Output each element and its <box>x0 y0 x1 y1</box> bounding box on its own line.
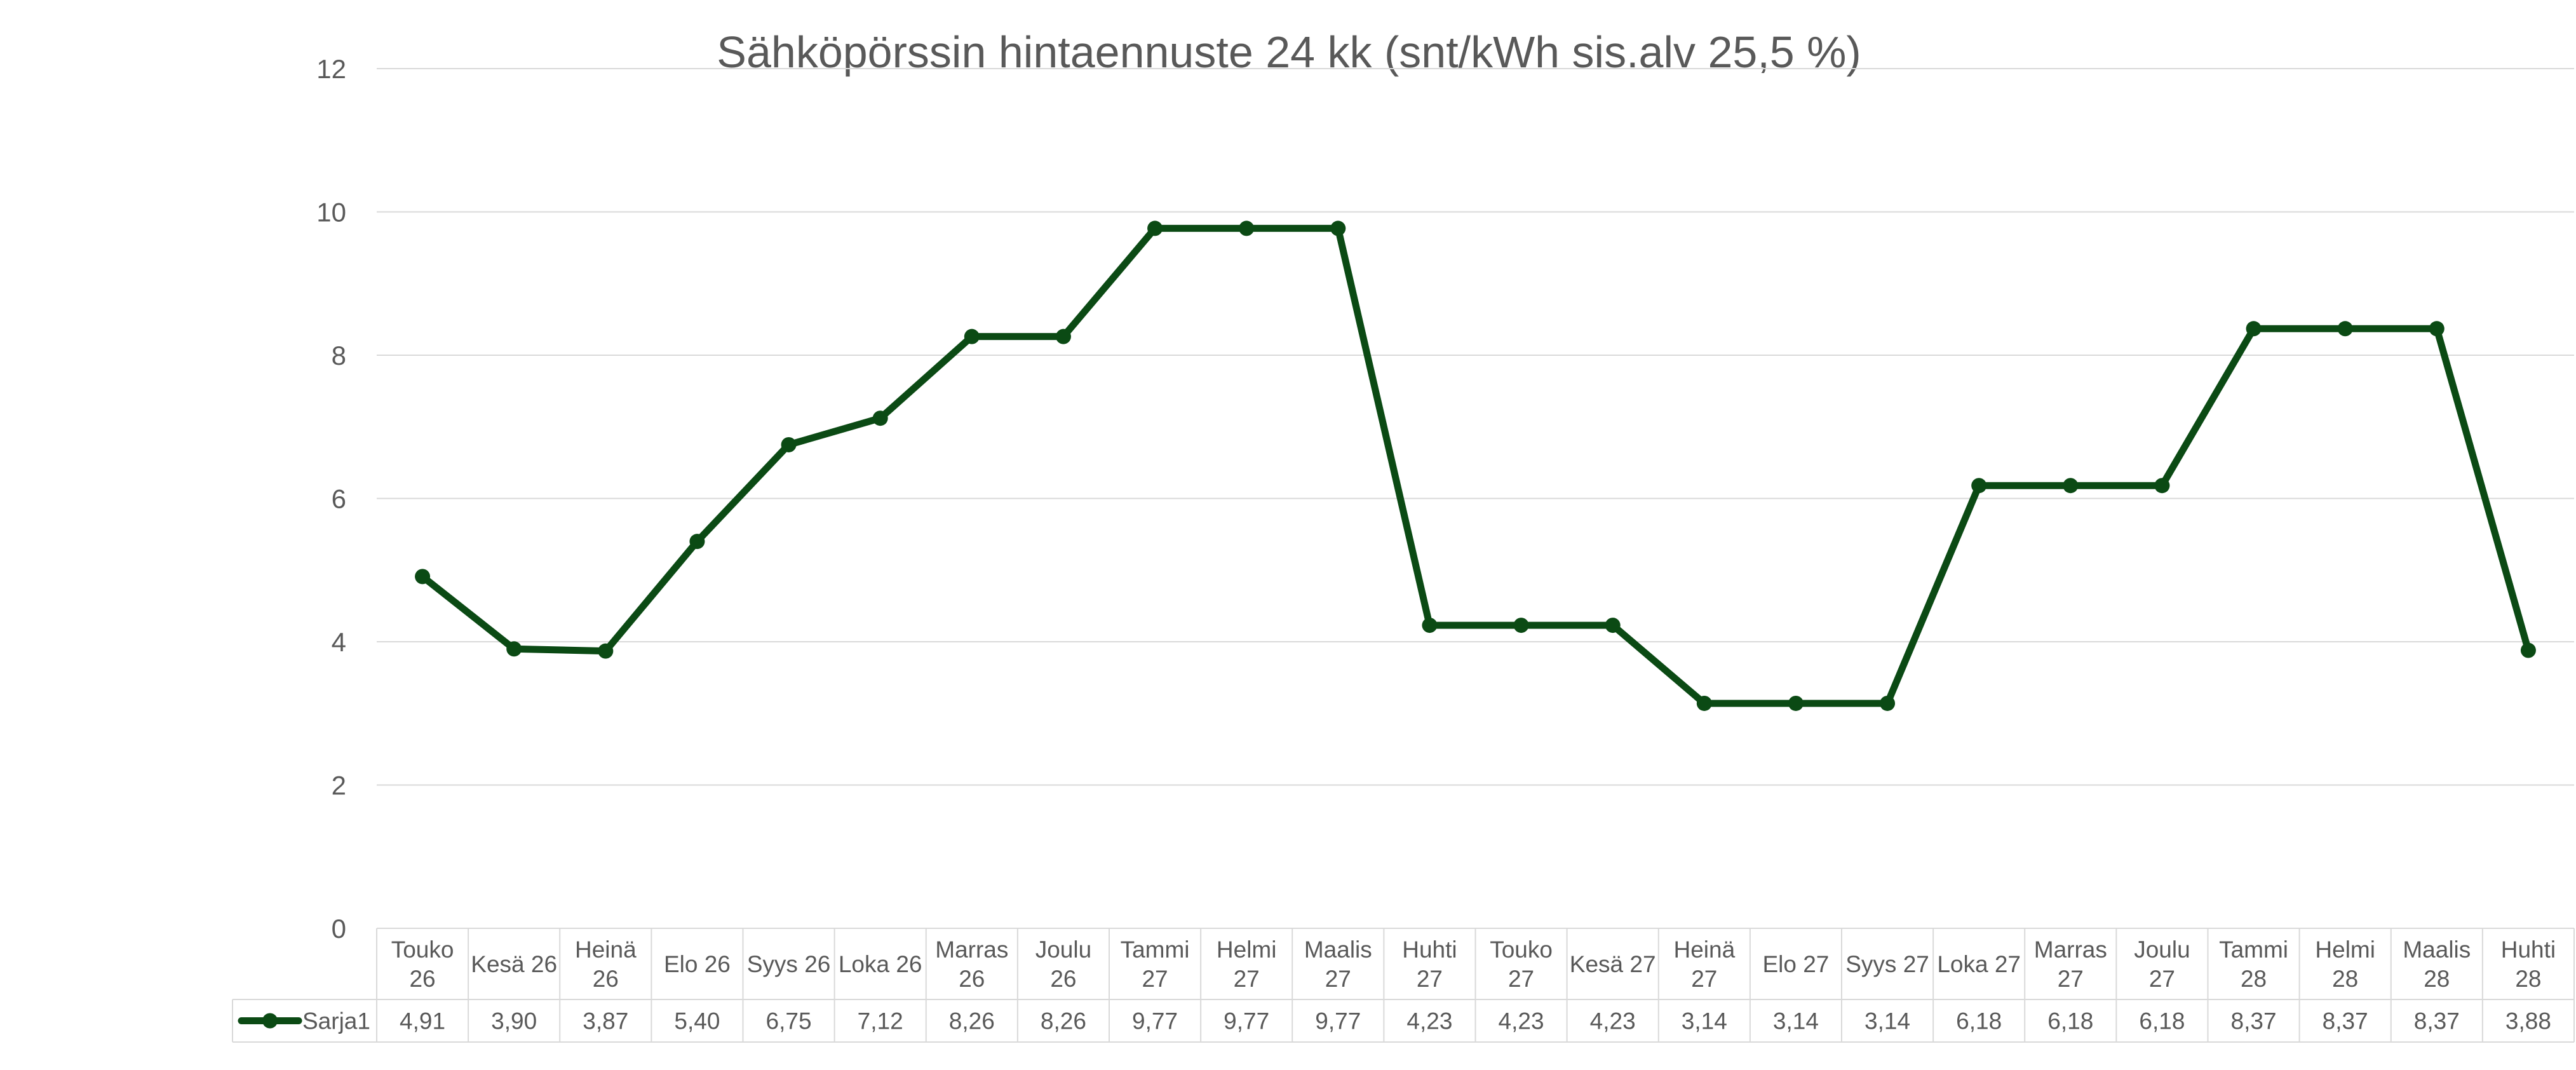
y-axis-ticks: 0 2 4 6 8 10 12 <box>316 54 346 944</box>
data-table-value: 3,90 <box>491 1008 537 1034</box>
x-category-label: Joulu 26 <box>1035 937 1091 992</box>
y-tick-label: 2 <box>332 771 346 801</box>
data-table-value: 3,88 <box>2505 1008 2551 1034</box>
data-point <box>2154 478 2170 494</box>
y-tick-label: 8 <box>332 341 346 370</box>
data-point <box>1513 618 1529 633</box>
data-table-value: 9,77 <box>1132 1008 1178 1034</box>
data-table-value: 3,14 <box>1682 1008 1727 1034</box>
data-point <box>506 641 522 657</box>
legend-marker <box>262 1013 278 1029</box>
data-table-value: 3,87 <box>583 1008 628 1034</box>
data-point <box>1239 220 1255 236</box>
data-point <box>1880 695 1896 711</box>
data-point <box>2246 321 2262 337</box>
x-category-label: Joulu 27 <box>2134 937 2190 992</box>
data-table-value: 7,12 <box>858 1008 903 1034</box>
data-table-value: 8,37 <box>2414 1008 2460 1034</box>
data-table-value: 8,26 <box>1041 1008 1086 1034</box>
x-category-label: Marras 26 <box>935 937 1008 992</box>
data-table-value: 4,23 <box>1590 1008 1636 1034</box>
x-category-label: Touko 27 <box>1490 937 1553 992</box>
x-category-label: Huhti 27 <box>1402 937 1457 992</box>
y-tick-label: 10 <box>316 198 346 227</box>
data-table-value: 9,77 <box>1224 1008 1269 1034</box>
x-category-label: Elo 26 <box>664 951 731 977</box>
data-table-value: 8,26 <box>949 1008 995 1034</box>
data-point <box>872 410 888 426</box>
x-category-label: Elo 27 <box>1762 951 1829 977</box>
legend-series-name: Sarja1 <box>302 1008 370 1034</box>
x-category-label: Maalis 27 <box>1304 937 1372 992</box>
data-point <box>2337 321 2353 337</box>
data-point <box>1055 328 1071 344</box>
data-table-value: 3,14 <box>1865 1008 1910 1034</box>
data-point <box>781 437 797 452</box>
data-point <box>1788 695 1804 711</box>
data-point <box>1696 695 1712 711</box>
data-table-value: 9,77 <box>1315 1008 1361 1034</box>
data-point <box>2429 321 2445 337</box>
data-table-value: 6,18 <box>1956 1008 2002 1034</box>
x-category-label: Marras 27 <box>2034 937 2107 992</box>
chart-title: Sähköpörssin hintaennuste 24 kk (snt/kWh… <box>717 27 1861 77</box>
x-category-label: Maalis 28 <box>2403 937 2471 992</box>
data-table-value: 6,75 <box>766 1008 812 1034</box>
data-point <box>415 569 431 585</box>
data-table-value: 4,91 <box>400 1008 445 1034</box>
data-point <box>964 328 980 344</box>
x-category-label: Loka 26 <box>839 951 922 977</box>
data-table: Touko 26 Kesä 26 Heinä 26 Elo 26 Syys 26 Loka 2… <box>232 928 2575 1043</box>
data-point <box>1971 478 1987 494</box>
data-point <box>1422 618 1438 633</box>
data-point <box>1330 220 1346 236</box>
data-point <box>2520 642 2536 658</box>
x-category-label: Syys 26 <box>747 951 831 977</box>
x-category-label: Helmi 28 <box>2315 937 2375 992</box>
data-table-value: 8,37 <box>2231 1008 2277 1034</box>
data-point <box>2063 478 2079 494</box>
data-table-value: 4,23 <box>1499 1008 1544 1034</box>
x-category-label: Loka 27 <box>1937 951 2021 977</box>
data-point <box>1605 618 1621 633</box>
series-layer <box>415 220 2536 711</box>
data-point <box>689 534 705 550</box>
x-category-label: Tammi 28 <box>2219 937 2288 992</box>
x-category-label: Huhti 28 <box>2501 937 2556 992</box>
x-category-label: Syys 27 <box>1845 951 1929 977</box>
x-category-label: Kesä 26 <box>471 951 557 977</box>
data-point <box>598 643 614 659</box>
x-category-label: Tammi 27 <box>1121 937 1190 992</box>
data-table-value: 6,18 <box>2139 1008 2185 1034</box>
y-tick-label: 4 <box>332 627 346 657</box>
y-tick-label: 12 <box>316 54 346 84</box>
data-table-value: 4,23 <box>1406 1008 1452 1034</box>
data-table-value: 8,37 <box>2323 1008 2368 1034</box>
series-line <box>419 224 2532 707</box>
x-category-label: Heinä 26 <box>575 937 637 992</box>
data-table-value: 3,14 <box>1773 1008 1819 1034</box>
y-tick-label: 0 <box>332 914 346 944</box>
y-tick-label: 6 <box>332 484 346 514</box>
data-table-value: 5,40 <box>674 1008 720 1034</box>
x-category-label: Heinä 27 <box>1673 937 1735 992</box>
grid-layer <box>377 68 2574 786</box>
x-category-label: Helmi 27 <box>1217 937 1277 992</box>
x-category-label: Touko 26 <box>391 937 454 992</box>
data-table-value: 6,18 <box>2047 1008 2093 1034</box>
x-category-label: Kesä 27 <box>1570 951 1656 977</box>
data-point <box>1147 220 1163 236</box>
